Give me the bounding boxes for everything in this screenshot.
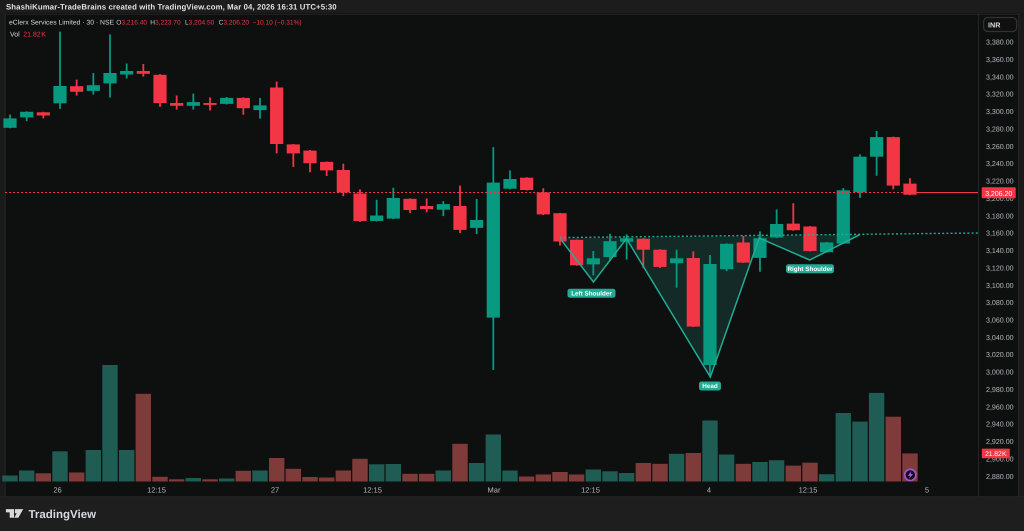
svg-text:H3,223.70: H3,223.70 bbox=[150, 19, 181, 26]
svg-text:3,100.00: 3,100.00 bbox=[986, 282, 1014, 290]
svg-text:4: 4 bbox=[707, 485, 711, 494]
svg-text:O3,216.40: O3,216.40 bbox=[116, 19, 147, 26]
svg-text:3,320.00: 3,320.00 bbox=[986, 91, 1014, 99]
svg-text:3,060.00: 3,060.00 bbox=[986, 317, 1014, 325]
svg-text:−10.10 (−0.31%): −10.10 (−0.31%) bbox=[253, 19, 302, 26]
svg-text:INR: INR bbox=[988, 20, 1001, 29]
svg-text:eClerx Services Limited · 30 ·: eClerx Services Limited · 30 · NSE bbox=[9, 19, 114, 26]
svg-text:3,220.00: 3,220.00 bbox=[986, 178, 1014, 186]
svg-text:Right Shoulder: Right Shoulder bbox=[787, 266, 833, 273]
svg-text:3,240.00: 3,240.00 bbox=[986, 160, 1014, 168]
svg-text:12:15: 12:15 bbox=[147, 485, 166, 494]
svg-text:21.82 K: 21.82 K bbox=[23, 32, 46, 39]
svg-text:3,140.00: 3,140.00 bbox=[986, 247, 1014, 255]
svg-text:3,340.00: 3,340.00 bbox=[986, 73, 1014, 81]
svg-text:3,206.20: 3,206.20 bbox=[985, 189, 1012, 198]
svg-text:Mar: Mar bbox=[488, 485, 501, 494]
svg-text:3,020.00: 3,020.00 bbox=[986, 351, 1014, 359]
svg-text:3,200.00: 3,200.00 bbox=[986, 195, 1014, 203]
svg-text:L3,204.50: L3,204.50 bbox=[185, 19, 215, 26]
svg-text:TradingView: TradingView bbox=[29, 509, 97, 521]
svg-text:12:15: 12:15 bbox=[799, 485, 818, 494]
svg-text:C3,206.20: C3,206.20 bbox=[219, 19, 250, 26]
svg-text:3,040.00: 3,040.00 bbox=[986, 334, 1014, 342]
svg-text:Vol: Vol bbox=[10, 31, 20, 39]
svg-text:26: 26 bbox=[53, 485, 61, 494]
svg-text:12:15: 12:15 bbox=[363, 485, 382, 494]
svg-text:21.82 K: 21.82 K bbox=[985, 451, 1007, 458]
svg-text:3,260.00: 3,260.00 bbox=[986, 143, 1014, 151]
svg-text:3,000.00: 3,000.00 bbox=[986, 369, 1014, 377]
svg-text:2,900.00: 2,900.00 bbox=[986, 455, 1014, 463]
svg-text:27: 27 bbox=[271, 485, 279, 494]
svg-text:3,160.00: 3,160.00 bbox=[986, 230, 1014, 238]
svg-text:Head: Head bbox=[702, 383, 718, 390]
svg-text:3,280.00: 3,280.00 bbox=[986, 125, 1014, 133]
svg-text:Left Shoulder: Left Shoulder bbox=[571, 290, 612, 297]
svg-text:2,880.00: 2,880.00 bbox=[986, 473, 1014, 481]
svg-text:2,920.00: 2,920.00 bbox=[986, 438, 1014, 446]
svg-text:3,180.00: 3,180.00 bbox=[986, 212, 1014, 220]
svg-text:3,120.00: 3,120.00 bbox=[986, 264, 1014, 272]
svg-text:3,300.00: 3,300.00 bbox=[986, 108, 1014, 116]
svg-text:ShashiKumar-TradeBrains create: ShashiKumar-TradeBrains created with Tra… bbox=[6, 3, 337, 12]
svg-text:3,080.00: 3,080.00 bbox=[986, 299, 1014, 307]
svg-text:3,380.00: 3,380.00 bbox=[986, 39, 1014, 47]
svg-text:2,960.00: 2,960.00 bbox=[986, 403, 1014, 411]
svg-text:2,940.00: 2,940.00 bbox=[986, 421, 1014, 429]
svg-text:2,980.00: 2,980.00 bbox=[986, 386, 1014, 394]
svg-text:5: 5 bbox=[925, 485, 929, 494]
svg-text:3,360.00: 3,360.00 bbox=[986, 56, 1014, 64]
svg-text:12:15: 12:15 bbox=[581, 485, 600, 494]
